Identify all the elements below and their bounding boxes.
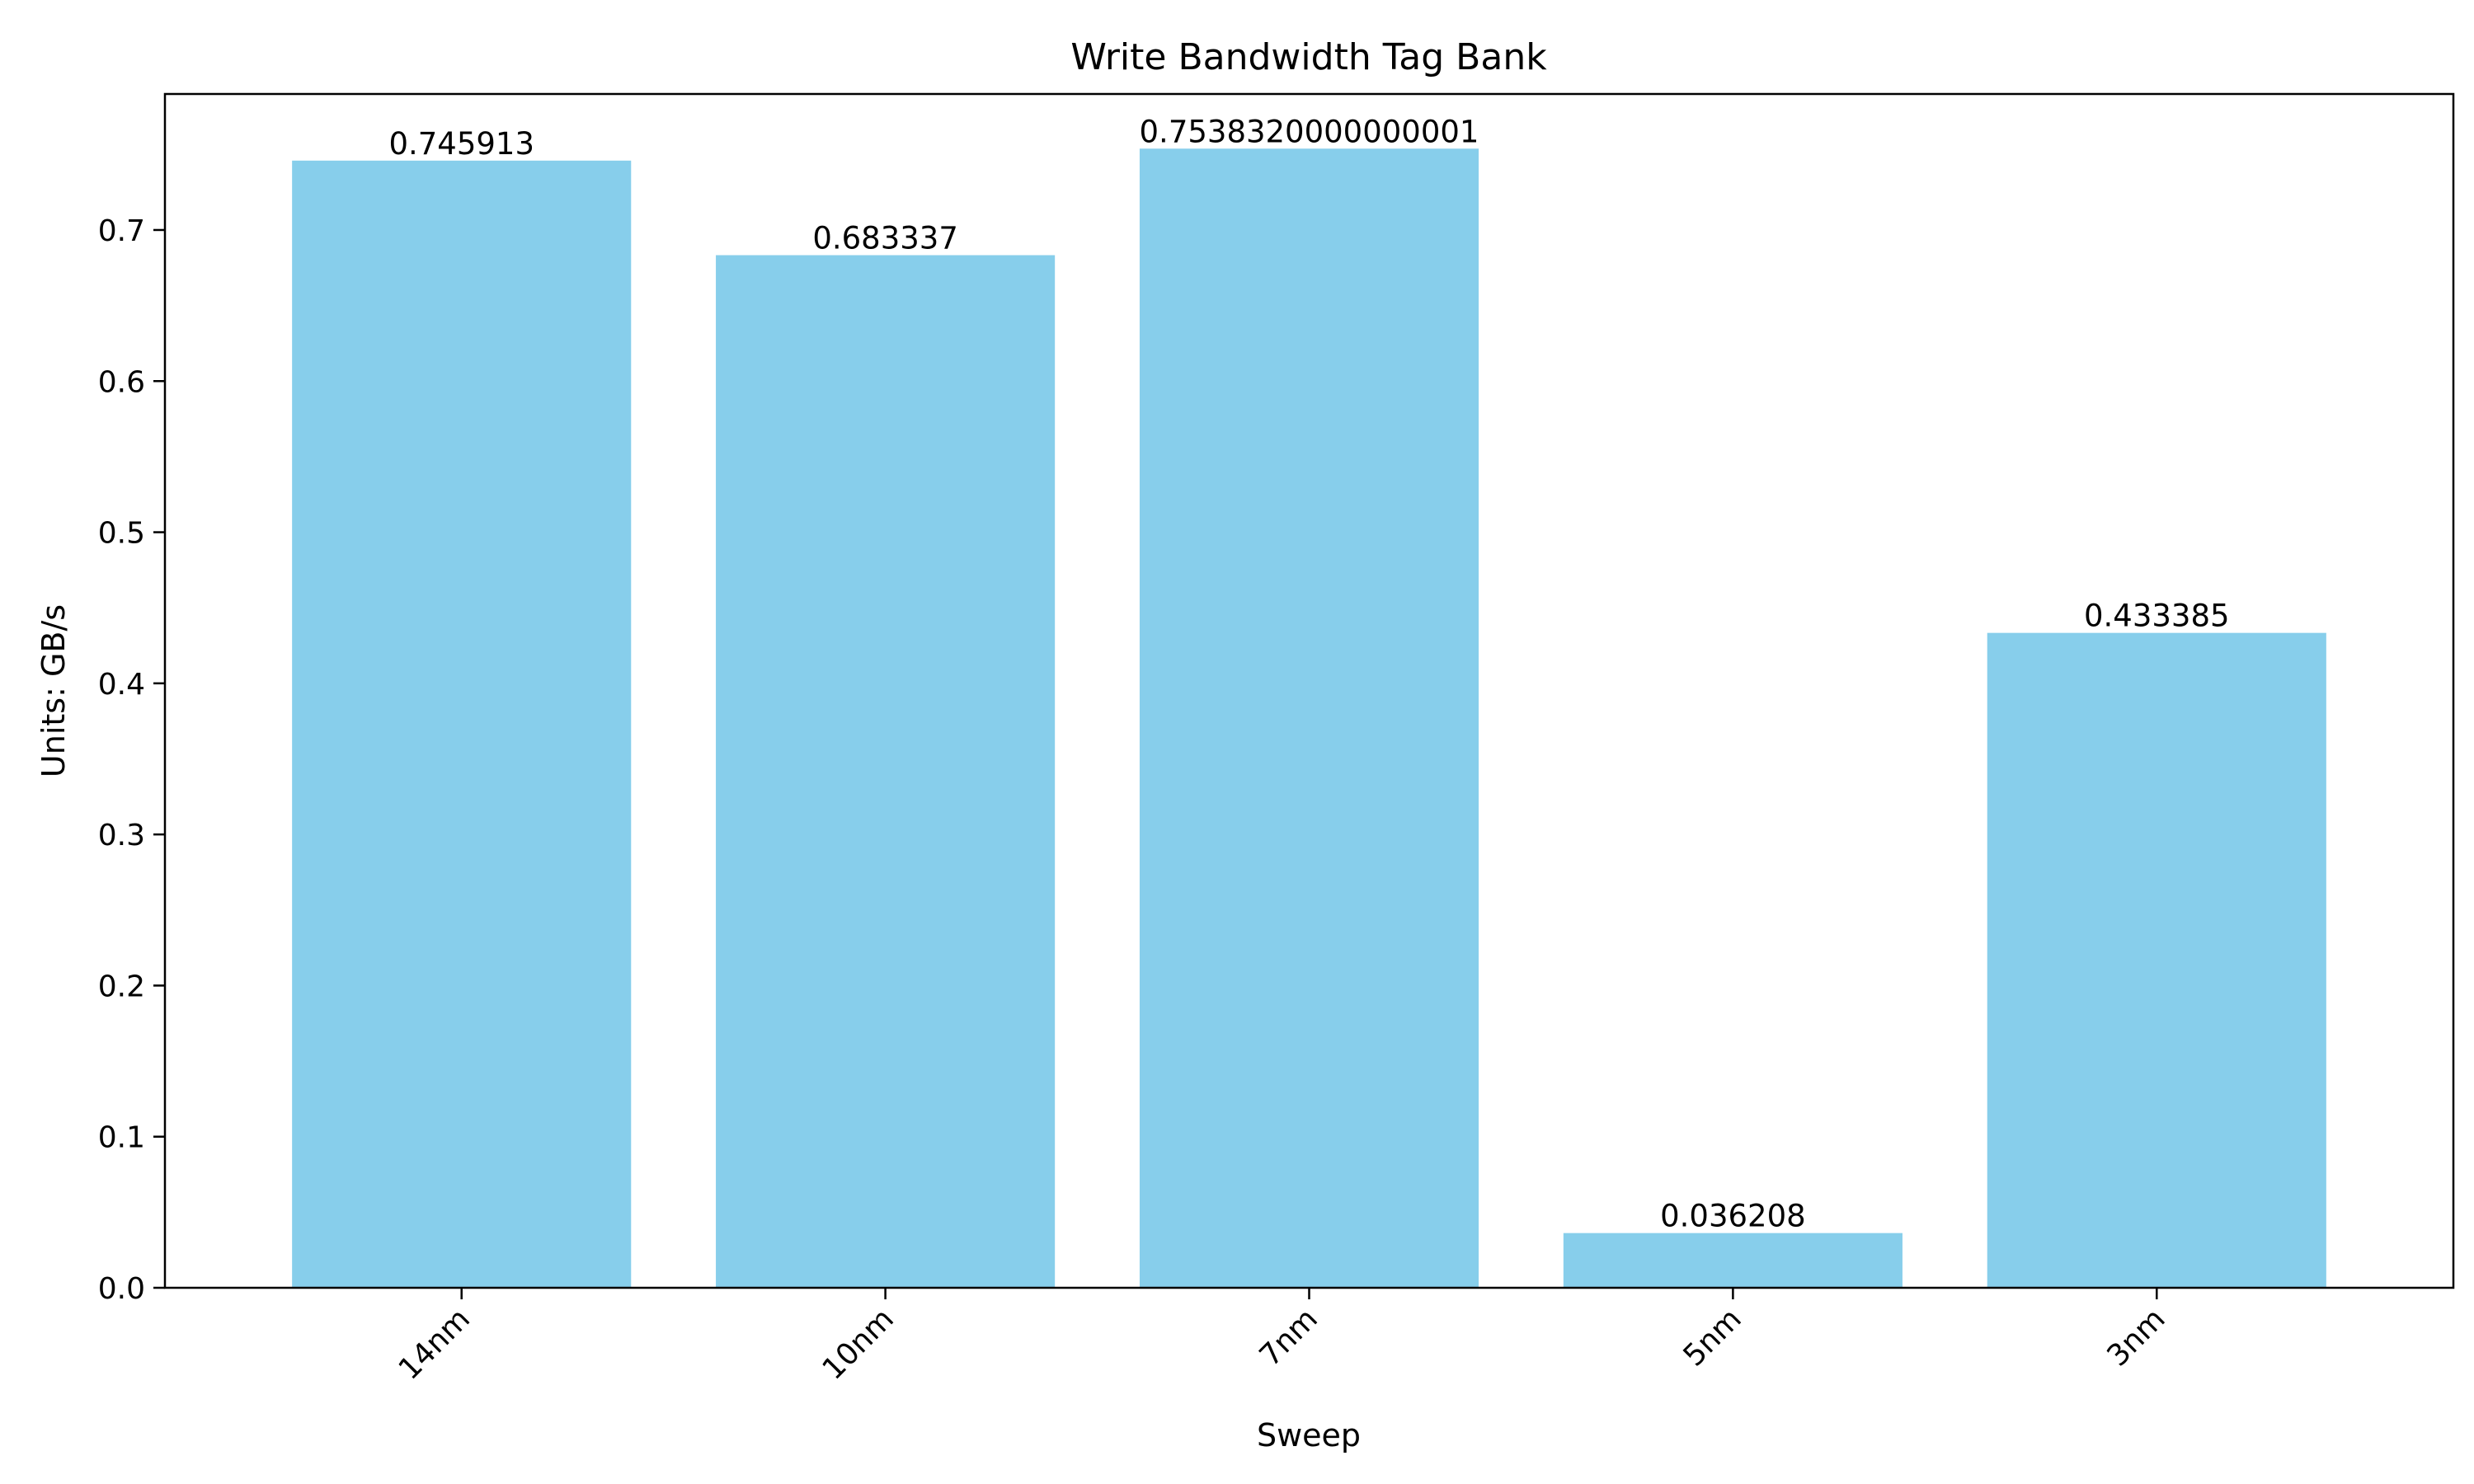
y-tick-label: 0.5 [98, 517, 145, 551]
x-tick-label-14nm: 14nm [393, 1302, 477, 1386]
x-tick-label-10nm: 10nm [816, 1302, 901, 1386]
y-tick-label: 0.7 [98, 214, 145, 248]
y-tick-label: 0.3 [98, 819, 145, 852]
x-tick-label-5nm: 5nm [1677, 1302, 1748, 1373]
bar-3nm [1987, 632, 2326, 1288]
chart-title: Write Bandwidth Tag Bank [1070, 36, 1547, 78]
data-labels-layer: 0.745913 0.683337 0.7538320000000001 0.0362… [388, 114, 2229, 1233]
bar-10nm [716, 255, 1056, 1289]
y-tick-label: 0.4 [98, 668, 145, 702]
y-axis-label: Units: GB/s [35, 604, 72, 777]
x-tick-label-3nm: 3nm [2101, 1302, 2172, 1373]
data-label-5nm: 0.036208 [1660, 1199, 1806, 1234]
x-tick-label-7nm: 7nm [1253, 1302, 1324, 1373]
bars-layer [292, 148, 2326, 1289]
y-tick-label: 0.6 [98, 365, 145, 399]
y-tick-label: 0.2 [98, 970, 145, 1003]
bar-5nm [1563, 1233, 1903, 1288]
y-tick-label: 0.1 [98, 1121, 145, 1155]
x-axis: 14nm 10nm 7nm 5nm 3nm [393, 1288, 2172, 1387]
data-label-3nm: 0.433385 [2084, 599, 2230, 634]
data-label-14nm: 0.745913 [388, 126, 534, 162]
y-axis: 0.0 0.1 0.2 0.3 0.4 0.5 0.6 0.7 [98, 214, 165, 1306]
data-label-10nm: 0.683337 [812, 221, 958, 256]
bar-7nm [1139, 148, 1479, 1289]
y-tick-label: 0.0 [98, 1272, 145, 1306]
x-axis-label: Sweep [1257, 1417, 1361, 1453]
data-label-7nm: 0.7538320000000001 [1140, 114, 1479, 149]
bar-14nm [292, 160, 632, 1288]
plot-frame [163, 92, 2455, 1289]
